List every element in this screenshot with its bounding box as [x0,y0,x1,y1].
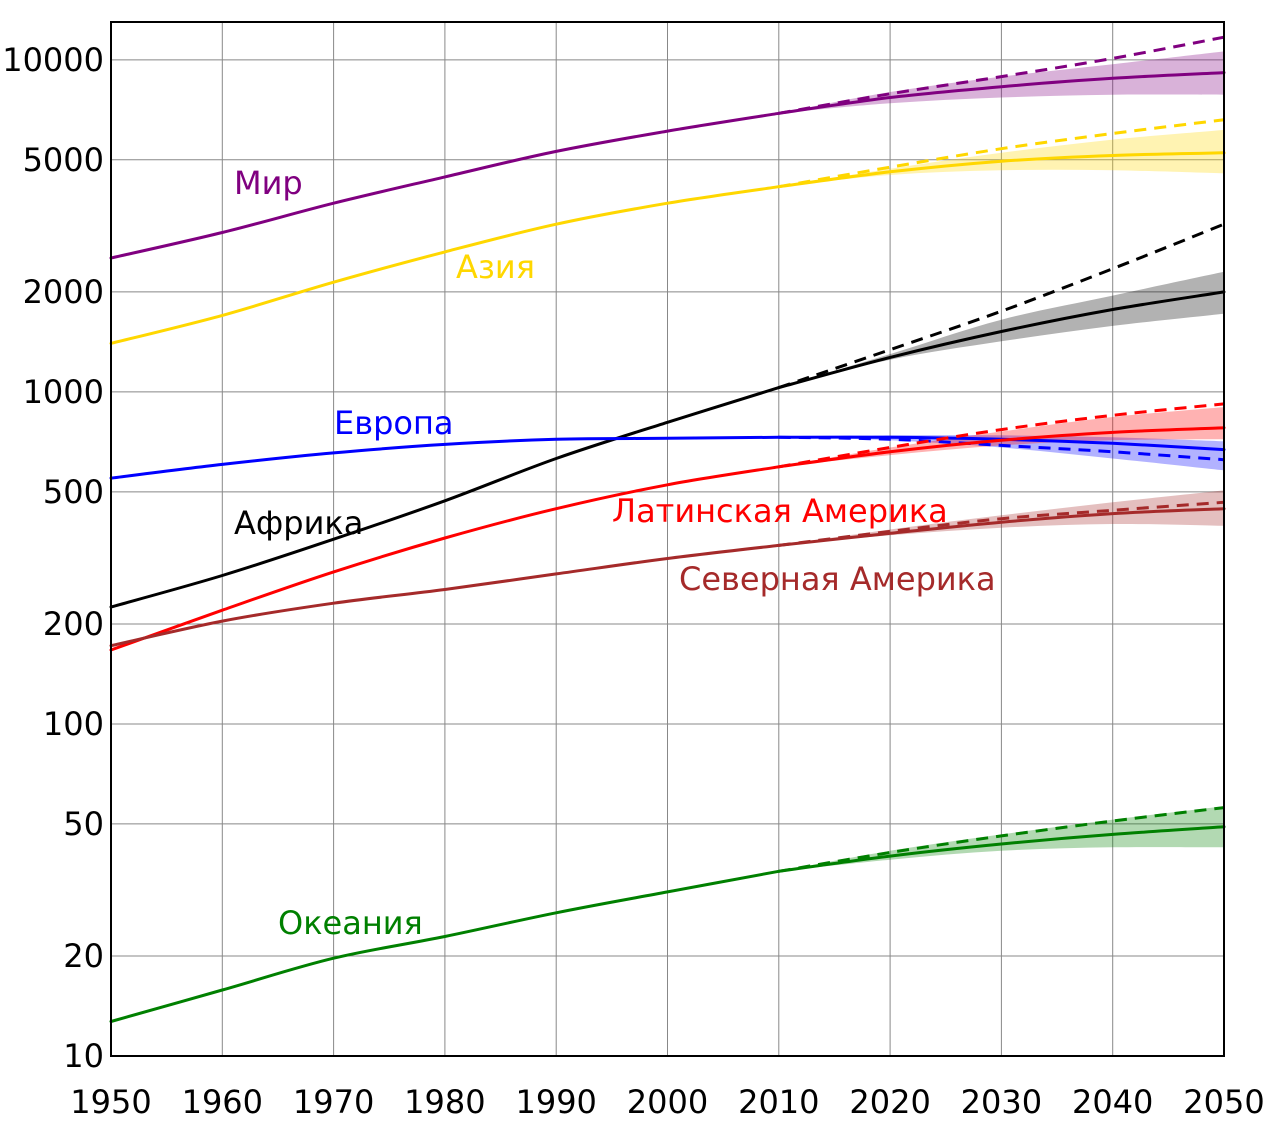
y-tick-label-200: 200 [43,605,104,643]
y-tick-label-2000: 2000 [23,273,104,311]
series-lines [109,35,1226,1023]
series-label-oceania: Океания [278,904,423,942]
x-tick-label-1970: 1970 [293,1083,374,1121]
tick-labels: 1950 1960 1970 1980 1990 2000 2010 2020 2030 2040… [2,41,1265,1121]
series-1-upper-dashed-line [778,118,1225,189]
series-label-latin-america: Латинская Америка [612,492,948,530]
series-6-upper-dashed-line [778,806,1225,873]
series-6-historical-line [109,869,781,1023]
series-1-historical-line [109,185,781,345]
x-tick-label-1990: 1990 [515,1083,596,1121]
x-tick-label-2040: 2040 [1072,1083,1153,1121]
y-tick-label-1000: 1000 [23,373,104,411]
x-tick-label-2030: 2030 [961,1083,1042,1121]
series-0-historical-line [109,111,781,260]
series-2-historical-line [109,386,781,609]
series-5-projection-line [777,507,1226,547]
y-tick-label-5000: 5000 [23,141,104,179]
series-4-upper-dashed-line [778,402,1225,469]
series-label-africa: Африка [234,504,363,542]
series-3-upper-dashed-line [778,435,1225,462]
x-tick-label-1960: 1960 [182,1083,263,1121]
y-tick-label-50: 50 [63,805,104,843]
y-tick-label-500: 500 [43,473,104,511]
x-tick-label-2000: 2000 [627,1083,708,1121]
series-0-projection-line [777,71,1226,115]
series-3-historical-line [109,435,781,480]
plot-frame [110,21,1225,1057]
y-tick-label-10000: 10000 [2,41,104,79]
series-2-projection-line [777,290,1226,390]
x-tick-label-1980: 1980 [404,1083,485,1121]
series-5-historical-line [109,543,781,648]
series-4-historical-line [109,465,781,652]
series-0-upper-dashed-line [778,35,1225,115]
series-4-projection-line [777,426,1226,469]
series-label-north-america: Северная Америка [679,560,996,598]
series-1-projection-line [777,151,1226,189]
series-5-upper-dashed-line [778,500,1225,547]
x-tick-label-1950: 1950 [70,1083,151,1121]
x-tick-label-2050: 2050 [1183,1083,1264,1121]
series-label-world: Мир [234,164,303,202]
y-tick-label-20: 20 [63,937,104,975]
y-tick-label-10: 10 [63,1037,104,1075]
x-tick-label-2010: 2010 [738,1083,819,1121]
series-6-projection-line [777,825,1226,873]
y-tick-label-100: 100 [43,705,104,743]
series-label-asia: Азия [456,248,535,286]
series-label-europe: Европа [334,404,454,442]
x-tick-label-2020: 2020 [849,1083,930,1121]
